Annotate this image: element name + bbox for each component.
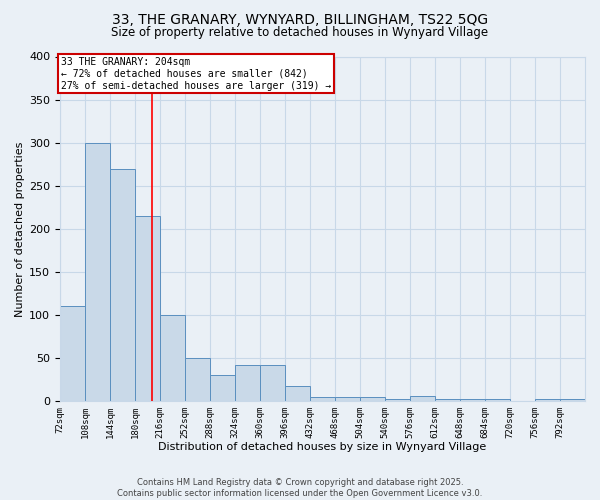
Bar [135, 216, 160, 401]
Bar [185, 358, 210, 401]
Bar [485, 398, 510, 401]
Bar [535, 400, 560, 401]
Bar [260, 365, 285, 401]
Text: 33, THE GRANARY, WYNYARD, BILLINGHAM, TS22 5QG: 33, THE GRANARY, WYNYARD, BILLINGHAM, TS… [112, 12, 488, 26]
Bar [410, 396, 435, 401]
Text: Contains HM Land Registry data © Crown copyright and database right 2025.
Contai: Contains HM Land Registry data © Crown c… [118, 478, 482, 498]
Bar [110, 168, 135, 401]
Bar [160, 315, 185, 401]
Y-axis label: Number of detached properties: Number of detached properties [15, 141, 25, 316]
Bar [85, 142, 110, 401]
Text: Size of property relative to detached houses in Wynyard Village: Size of property relative to detached ho… [112, 26, 488, 39]
Bar [235, 365, 260, 401]
Bar [210, 376, 235, 401]
Bar [560, 398, 585, 401]
Bar [60, 306, 85, 401]
Bar [285, 386, 310, 401]
X-axis label: Distribution of detached houses by size in Wynyard Village: Distribution of detached houses by size … [158, 442, 487, 452]
Bar [335, 397, 360, 401]
Text: 33 THE GRANARY: 204sqm
← 72% of detached houses are smaller (842)
27% of semi-de: 33 THE GRANARY: 204sqm ← 72% of detached… [61, 58, 331, 90]
Bar [360, 397, 385, 401]
Bar [385, 400, 410, 401]
Bar [460, 398, 485, 401]
Bar [310, 397, 335, 401]
Bar [435, 400, 460, 401]
